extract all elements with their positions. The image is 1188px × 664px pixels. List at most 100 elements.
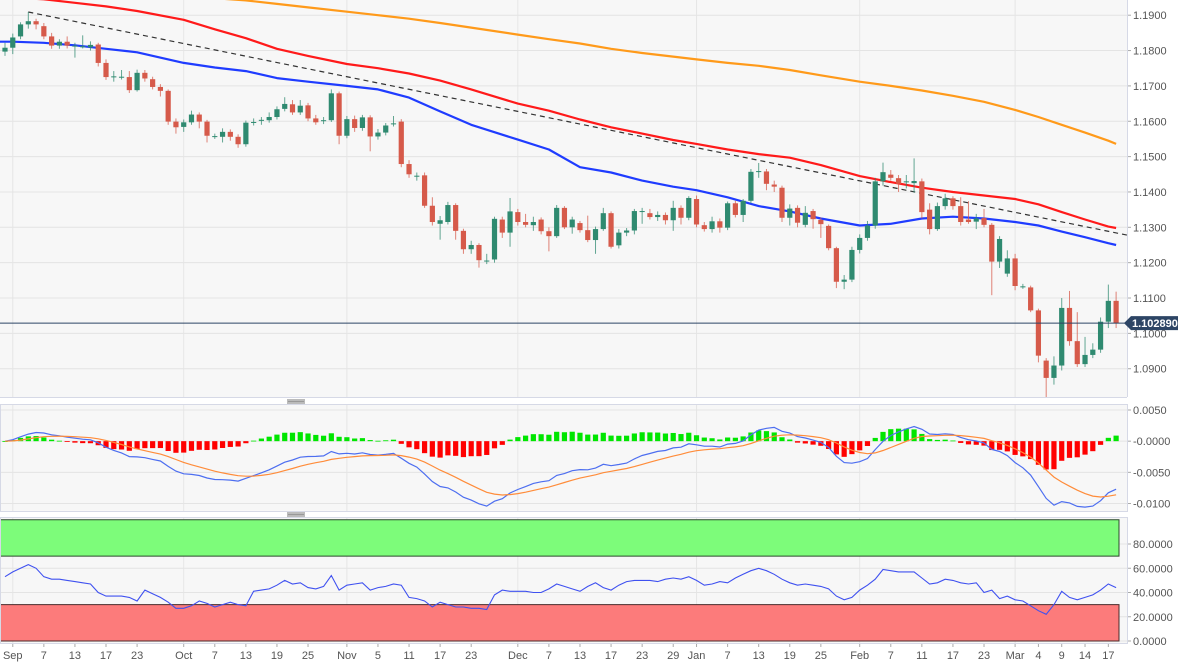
candle	[336, 91, 342, 145]
overbought-zone	[0, 519, 1120, 557]
candle	[779, 185, 785, 223]
x-tick-label: 11	[916, 650, 927, 662]
candle	[1066, 290, 1073, 346]
last-price-marker: 1.102890	[1124, 316, 1178, 331]
candle-body	[616, 232, 622, 246]
macd-histogram-bar	[818, 441, 824, 446]
moving-average-line-3	[224, 0, 1117, 145]
candle-body	[717, 221, 723, 228]
x-tick-label: 23	[465, 650, 477, 662]
candle-body	[996, 238, 1003, 262]
candle-body	[670, 207, 676, 221]
macd-histogram-bar	[491, 441, 498, 449]
candle-body	[227, 131, 233, 137]
candle	[592, 226, 599, 254]
x-tick-label: Mar	[1006, 650, 1025, 662]
macd-histogram-bar	[1113, 435, 1119, 442]
candle-body	[538, 219, 544, 232]
macd-histogram-bar	[911, 429, 917, 442]
candle-body	[756, 171, 762, 173]
macd-histogram-bar	[631, 433, 637, 442]
candle-body	[1028, 287, 1034, 311]
macd-histogram-bar	[87, 441, 94, 444]
candle	[981, 208, 987, 228]
x-tick-label: 23	[636, 650, 648, 662]
candle	[965, 201, 972, 224]
candle	[49, 32, 55, 49]
candle	[445, 201, 451, 225]
candle	[87, 41, 94, 51]
rsi-line	[4, 563, 1117, 615]
macd-histogram-bar	[686, 432, 692, 442]
candle-body	[810, 211, 816, 220]
x-tick-label: Sep	[3, 650, 23, 662]
candle-body	[725, 203, 731, 228]
candle	[414, 172, 420, 181]
candle	[1082, 336, 1088, 367]
macd-histogram-bar	[577, 432, 583, 442]
macd-histogram-bar	[732, 437, 738, 442]
candle	[1035, 308, 1042, 363]
candle	[546, 227, 552, 252]
pane-resize-handle[interactable]	[287, 512, 305, 517]
macd-histogram-bar	[188, 441, 195, 451]
candle	[1012, 253, 1018, 291]
candle	[756, 162, 762, 178]
candle	[631, 208, 637, 235]
macd-histogram-bar	[468, 441, 474, 457]
candle	[453, 203, 459, 240]
macd-histogram-bar	[196, 441, 202, 450]
macd-histogram-bar	[740, 436, 746, 442]
macd-histogram-bar	[1059, 441, 1065, 461]
candle-body	[460, 230, 467, 250]
candle-body	[1074, 341, 1080, 365]
candle-body	[188, 114, 195, 123]
candle-body	[592, 229, 599, 241]
macd-histogram-bar	[204, 441, 210, 451]
candle-body	[631, 211, 637, 231]
candle-body	[880, 172, 886, 182]
candle-body	[833, 248, 839, 282]
candle	[771, 180, 777, 192]
candle	[717, 218, 723, 233]
candle-body	[49, 36, 55, 46]
candle	[359, 114, 366, 131]
macd-histogram-bar	[313, 434, 319, 442]
candle	[538, 217, 544, 235]
candle	[33, 18, 39, 30]
macd-histogram-bar	[693, 435, 700, 442]
candle	[919, 178, 925, 219]
candle-body	[406, 164, 412, 175]
macd-histogram-bar	[1066, 441, 1073, 458]
candle	[375, 129, 381, 140]
macd-histogram-bar	[476, 441, 482, 457]
candle-body	[771, 184, 777, 187]
candle	[297, 100, 303, 115]
candle-body	[173, 121, 179, 128]
x-tick-label: 13	[240, 650, 252, 662]
candle	[888, 170, 894, 181]
candle	[740, 199, 746, 223]
candle	[996, 236, 1003, 268]
rsi-tick-label: 60.0000	[1133, 563, 1173, 575]
macd-histogram-bar	[670, 432, 676, 442]
macd-histogram-bar	[227, 441, 233, 447]
macd-histogram-bar	[64, 441, 70, 442]
candle	[942, 193, 948, 210]
candle	[833, 246, 839, 289]
candle	[600, 207, 606, 231]
candle	[810, 208, 816, 229]
candle	[25, 12, 31, 29]
candle-body	[414, 175, 420, 177]
candle	[17, 22, 24, 40]
candle-body	[1066, 307, 1073, 342]
candle	[406, 160, 412, 178]
macd-line	[4, 425, 1117, 508]
candle-body	[429, 205, 435, 223]
pane-resize-handle[interactable]	[287, 399, 305, 404]
candle-body	[313, 118, 319, 123]
candle-body	[282, 103, 288, 109]
x-tick-label: 7	[212, 650, 218, 662]
macd-histogram-bar	[507, 439, 513, 442]
